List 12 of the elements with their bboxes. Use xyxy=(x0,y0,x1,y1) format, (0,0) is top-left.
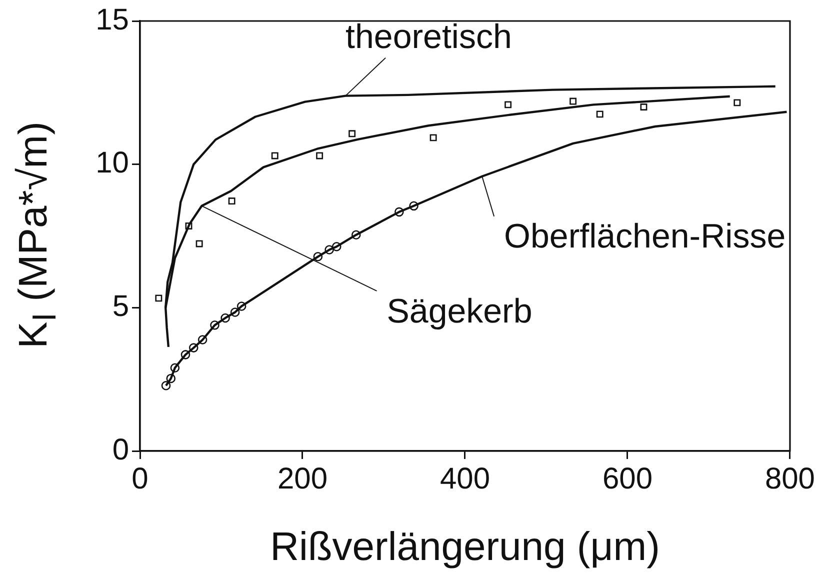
annotation: Oberflächen-Risse xyxy=(504,218,786,256)
y-tick-label: 5 xyxy=(112,290,129,323)
x-tick-label: 800 xyxy=(764,462,816,496)
annotation: Sägekerb xyxy=(386,292,532,330)
x-tick-label: 400 xyxy=(440,462,490,496)
annotation: theoretisch xyxy=(346,18,512,56)
y-tick-label: 15 xyxy=(96,3,129,36)
y-tick-label: 10 xyxy=(96,146,129,180)
y-tick-label: 0 xyxy=(112,433,129,466)
x-axis-title: Rißverlängerung (μm) xyxy=(270,525,660,570)
x-tick-label: 600 xyxy=(602,462,653,496)
x-tick-label: 200 xyxy=(277,462,328,496)
